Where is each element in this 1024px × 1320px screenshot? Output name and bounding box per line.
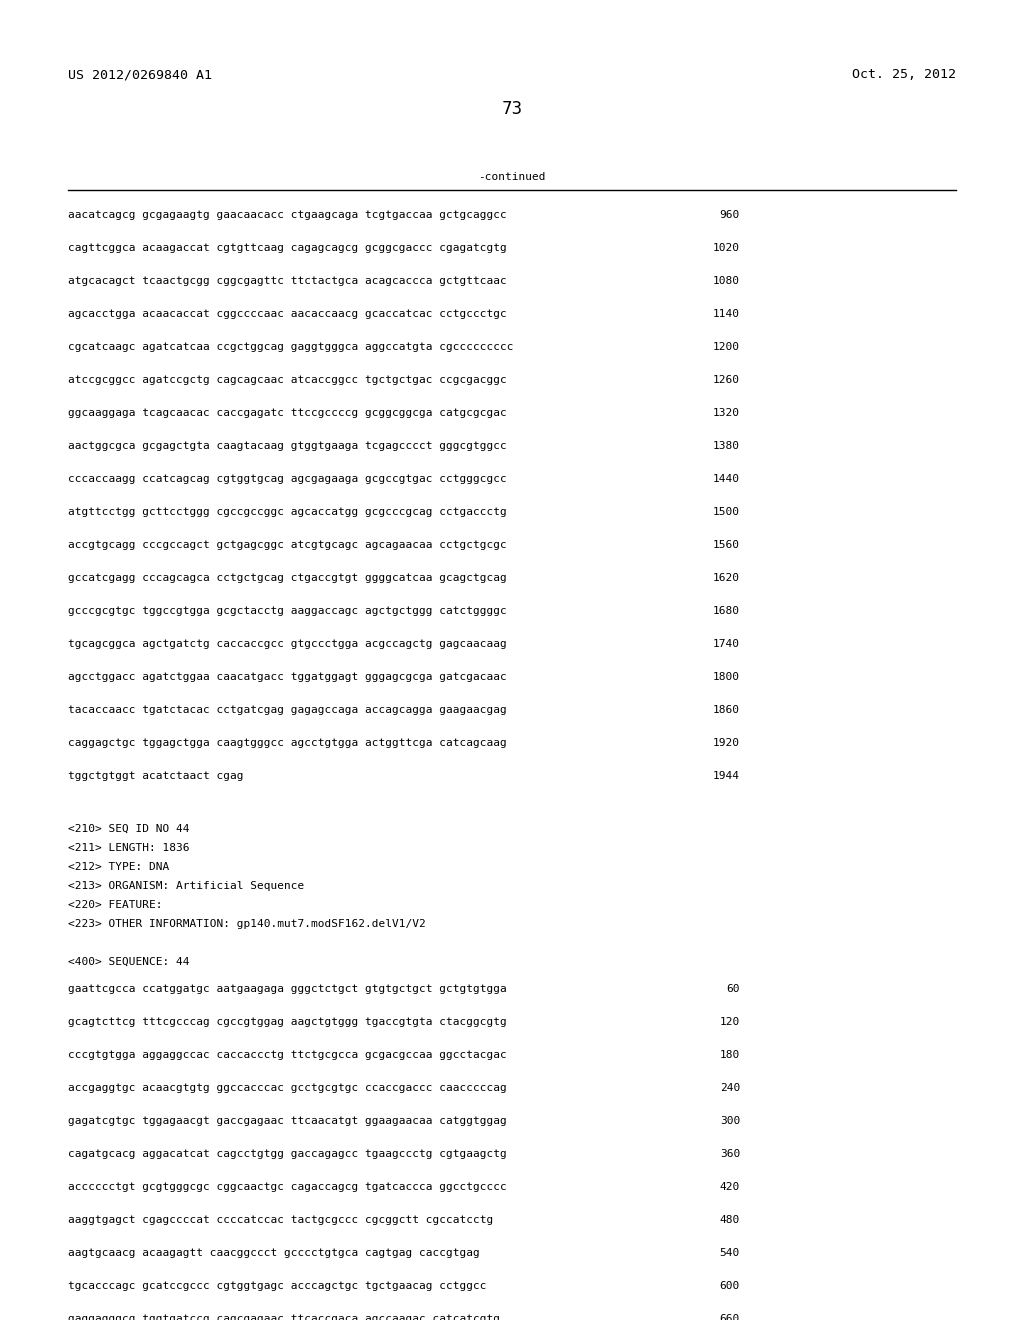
Text: <210> SEQ ID NO 44: <210> SEQ ID NO 44 (68, 824, 189, 834)
Text: 1080: 1080 (713, 276, 740, 286)
Text: 240: 240 (720, 1082, 740, 1093)
Text: <220> FEATURE:: <220> FEATURE: (68, 900, 163, 909)
Text: 600: 600 (720, 1280, 740, 1291)
Text: atccgcggcc agatccgctg cagcagcaac atcaccggcc tgctgctgac ccgcgacggc: atccgcggcc agatccgctg cagcagcaac atcaccg… (68, 375, 507, 385)
Text: gcccgcgtgc tggccgtgga gcgctacctg aaggaccagc agctgctggg catctggggc: gcccgcgtgc tggccgtgga gcgctacctg aaggacc… (68, 606, 507, 616)
Text: aagtgcaacg acaagagtt caacggccct gcccctgtgca cagtgag caccgtgag: aagtgcaacg acaagagtt caacggccct gcccctgt… (68, 1247, 480, 1258)
Text: gcagtcttcg tttcgcccag cgccgtggag aagctgtggg tgaccgtgta ctacggcgtg: gcagtcttcg tttcgcccag cgccgtggag aagctgt… (68, 1016, 507, 1027)
Text: acccccctgt gcgtgggcgc cggcaactgc cagaccagcg tgatcaccca ggcctgcccc: acccccctgt gcgtgggcgc cggcaactgc cagacca… (68, 1181, 507, 1192)
Text: Oct. 25, 2012: Oct. 25, 2012 (852, 69, 956, 81)
Text: 540: 540 (720, 1247, 740, 1258)
Text: agcctggacc agatctggaa caacatgacc tggatggagt gggagcgcga gatcgacaac: agcctggacc agatctggaa caacatgacc tggatgg… (68, 672, 507, 682)
Text: 1620: 1620 (713, 573, 740, 583)
Text: gaggagggcg tggtgatccg cagcgagaac ttcaccgaca agccaagac catcatcgtg: gaggagggcg tggtgatccg cagcgagaac ttcaccg… (68, 1313, 500, 1320)
Text: 360: 360 (720, 1148, 740, 1159)
Text: <212> TYPE: DNA: <212> TYPE: DNA (68, 862, 169, 873)
Text: tggctgtggt acatctaact cgag: tggctgtggt acatctaact cgag (68, 771, 244, 781)
Text: agcacctgga acaacaccat cggccccaac aacaccaacg gcaccatcac cctgccctgc: agcacctgga acaacaccat cggccccaac aacacca… (68, 309, 507, 319)
Text: 1680: 1680 (713, 606, 740, 616)
Text: 1860: 1860 (713, 705, 740, 715)
Text: <400> SEQUENCE: 44: <400> SEQUENCE: 44 (68, 957, 189, 968)
Text: 60: 60 (726, 983, 740, 994)
Text: cagttcggca acaagaccat cgtgttcaag cagagcagcg gcggcgaccc cgagatcgtg: cagttcggca acaagaccat cgtgttcaag cagagca… (68, 243, 507, 253)
Text: 1560: 1560 (713, 540, 740, 550)
Text: cccgtgtgga aggaggccac caccaccctg ttctgcgcca gcgacgccaa ggcctacgac: cccgtgtgga aggaggccac caccaccctg ttctgcg… (68, 1049, 507, 1060)
Text: 1020: 1020 (713, 243, 740, 253)
Text: 1320: 1320 (713, 408, 740, 418)
Text: 1944: 1944 (713, 771, 740, 781)
Text: ggcaaggaga tcagcaacac caccgagatc ttccgccccg gcggcggcga catgcgcgac: ggcaaggaga tcagcaacac caccgagatc ttccgcc… (68, 408, 507, 418)
Text: 1800: 1800 (713, 672, 740, 682)
Text: <223> OTHER INFORMATION: gp140.mut7.modSF162.delV1/V2: <223> OTHER INFORMATION: gp140.mut7.modS… (68, 919, 426, 929)
Text: gccatcgagg cccagcagca cctgctgcag ctgaccgtgt ggggcatcaa gcagctgcag: gccatcgagg cccagcagca cctgctgcag ctgaccg… (68, 573, 507, 583)
Text: 120: 120 (720, 1016, 740, 1027)
Text: 1380: 1380 (713, 441, 740, 451)
Text: 660: 660 (720, 1313, 740, 1320)
Text: 1140: 1140 (713, 309, 740, 319)
Text: 1920: 1920 (713, 738, 740, 748)
Text: accgaggtgc acaacgtgtg ggccacccac gcctgcgtgc ccaccgaccc caacccccag: accgaggtgc acaacgtgtg ggccacccac gcctgcg… (68, 1082, 507, 1093)
Text: 1260: 1260 (713, 375, 740, 385)
Text: aactggcgca gcgagctgta caagtacaag gtggtgaaga tcgagcccct gggcgtggcc: aactggcgca gcgagctgta caagtacaag gtggtga… (68, 441, 507, 451)
Text: caggagctgc tggagctgga caagtgggcc agcctgtgga actggttcga catcagcaag: caggagctgc tggagctgga caagtgggcc agcctgt… (68, 738, 507, 748)
Text: <211> LENGTH: 1836: <211> LENGTH: 1836 (68, 843, 189, 853)
Text: 420: 420 (720, 1181, 740, 1192)
Text: 1200: 1200 (713, 342, 740, 352)
Text: cagatgcacg aggacatcat cagcctgtgg gaccagagcc tgaagccctg cgtgaagctg: cagatgcacg aggacatcat cagcctgtgg gaccaga… (68, 1148, 507, 1159)
Text: 180: 180 (720, 1049, 740, 1060)
Text: accgtgcagg cccgccagct gctgagcggc atcgtgcagc agcagaacaa cctgctgcgc: accgtgcagg cccgccagct gctgagcggc atcgtgc… (68, 540, 507, 550)
Text: 300: 300 (720, 1115, 740, 1126)
Text: 73: 73 (502, 100, 522, 117)
Text: cccaccaagg ccatcagcag cgtggtgcag agcgagaaga gcgccgtgac cctgggcgcc: cccaccaagg ccatcagcag cgtggtgcag agcgaga… (68, 474, 507, 484)
Text: aacatcagcg gcgagaagtg gaacaacacc ctgaagcaga tcgtgaccaa gctgcaggcc: aacatcagcg gcgagaagtg gaacaacacc ctgaagc… (68, 210, 507, 220)
Text: gagatcgtgc tggagaacgt gaccgagaac ttcaacatgt ggaagaacaa catggtggag: gagatcgtgc tggagaacgt gaccgagaac ttcaaca… (68, 1115, 507, 1126)
Text: tgcacccagc gcatccgccc cgtggtgagc acccagctgc tgctgaacag cctggcc: tgcacccagc gcatccgccc cgtggtgagc acccagc… (68, 1280, 486, 1291)
Text: US 2012/0269840 A1: US 2012/0269840 A1 (68, 69, 212, 81)
Text: 1440: 1440 (713, 474, 740, 484)
Text: gaattcgcca ccatggatgc aatgaagaga gggctctgct gtgtgctgct gctgtgtgga: gaattcgcca ccatggatgc aatgaagaga gggctct… (68, 983, 507, 994)
Text: <213> ORGANISM: Artificial Sequence: <213> ORGANISM: Artificial Sequence (68, 880, 304, 891)
Text: -continued: -continued (478, 172, 546, 182)
Text: 1500: 1500 (713, 507, 740, 517)
Text: 480: 480 (720, 1214, 740, 1225)
Text: 1740: 1740 (713, 639, 740, 649)
Text: 960: 960 (720, 210, 740, 220)
Text: aaggtgagct cgagccccat ccccatccac tactgcgccc cgcggctt cgccatcctg: aaggtgagct cgagccccat ccccatccac tactgcg… (68, 1214, 494, 1225)
Text: atgcacagct tcaactgcgg cggcgagttc ttctactgca acagcaccca gctgttcaac: atgcacagct tcaactgcgg cggcgagttc ttctact… (68, 276, 507, 286)
Text: atgttcctgg gcttcctggg cgccgccggc agcaccatgg gcgcccgcag cctgaccctg: atgttcctgg gcttcctggg cgccgccggc agcacca… (68, 507, 507, 517)
Text: tgcagcggca agctgatctg caccaccgcc gtgccctgga acgccagctg gagcaacaag: tgcagcggca agctgatctg caccaccgcc gtgccct… (68, 639, 507, 649)
Text: cgcatcaagc agatcatcaa ccgctggcag gaggtgggca aggccatgta cgccccccccc: cgcatcaagc agatcatcaa ccgctggcag gaggtgg… (68, 342, 513, 352)
Text: tacaccaacc tgatctacac cctgatcgag gagagccaga accagcagga gaagaacgag: tacaccaacc tgatctacac cctgatcgag gagagcc… (68, 705, 507, 715)
